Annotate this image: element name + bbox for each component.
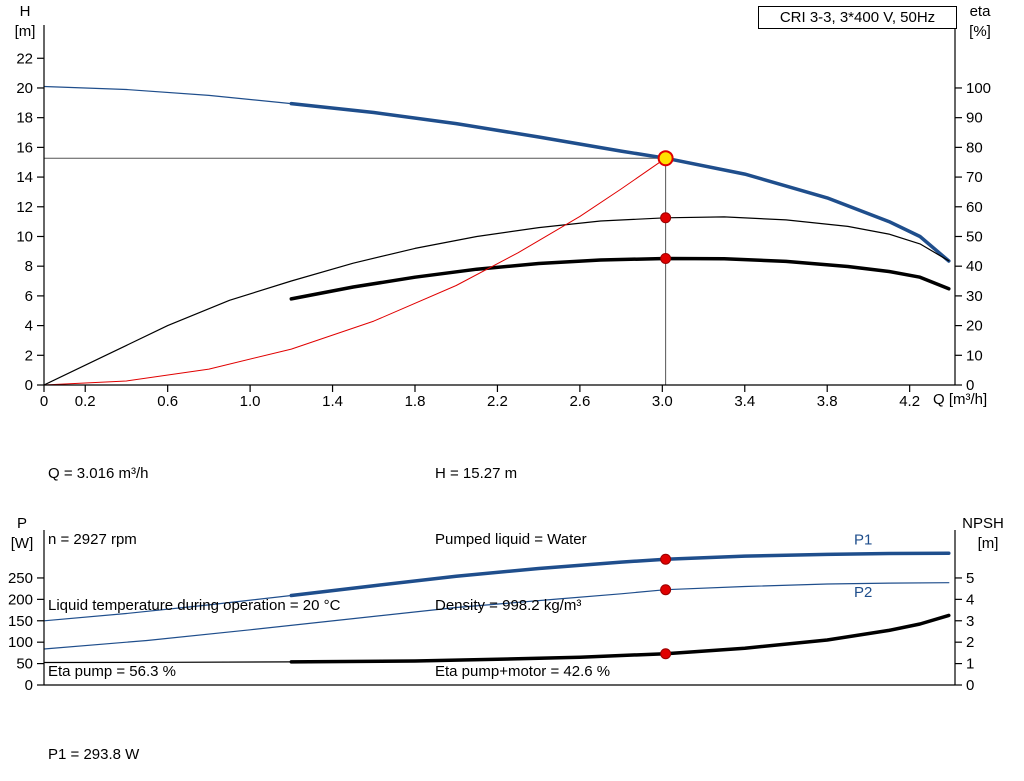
y-left-tick-label: 0 (25, 377, 33, 394)
x-axis-title: Q [m³/h] (933, 391, 987, 408)
y-left-tick-label: 50 (16, 656, 33, 673)
x-tick-label: 3.4 (734, 393, 755, 410)
p1-curve (289, 551, 951, 598)
y-right-tick-label: 0 (966, 377, 974, 394)
y-right-tick-label: 70 (966, 169, 983, 186)
x-tick-label: 0 (40, 393, 48, 410)
eta-pump-point (660, 212, 672, 224)
y-left-tick-label: 18 (16, 110, 33, 127)
npsh-curve-lead (43, 661, 292, 664)
x-tick-label: 4.2 (899, 393, 920, 410)
duty-point[interactable] (657, 150, 674, 167)
y-right-tick-label: 1 (966, 656, 974, 673)
y-right-tick-label: 50 (966, 228, 983, 245)
y-left-tick-label: 6 (25, 288, 33, 305)
y-left-tick-label: 14 (16, 169, 33, 186)
y-right-tick-label: 40 (966, 258, 983, 275)
npsh-curve (289, 613, 951, 664)
p1-curve-lead (43, 594, 292, 622)
info-line-q: Q = 3.016 m³/h (48, 465, 149, 482)
y-left-tick-label: 150 (8, 613, 33, 630)
y-right-tick-label: 80 (966, 139, 983, 156)
pump-title-box: CRI 3-3, 3*400 V, 50Hz (758, 6, 957, 29)
axis-title: [W] (11, 535, 34, 552)
axis-title: eta (970, 3, 992, 20)
info-line-h: H = 15.27 m (435, 465, 518, 482)
x-tick-label: 0.6 (157, 393, 178, 410)
info-line-eta-pump: Eta pump = 56.3 % (48, 663, 176, 680)
power-npsh-chart: 0 50 100 150 200 250 0 1 2 3 4 5 P [W] NPSH [m] P1 P2 (8, 515, 1004, 694)
y-left-tick-label: 8 (25, 258, 33, 275)
head-eta-chart: 0 2 4 6 8 10 12 14 16 18 20 22 0 10 20 30 40 50 60 70 80 90 10… (15, 3, 992, 410)
y-right-tick-label: 20 (966, 318, 983, 335)
eta-pump-curve (43, 216, 950, 386)
eta-pump-motor-point (660, 252, 672, 264)
eta-pump-motor-curve (289, 256, 951, 301)
duty-info-left-column: Q = 3.016 m³/h n = 2927 rpm Liquid tempe… (48, 419, 340, 727)
y-right-tick-label: 60 (966, 199, 983, 216)
y-left-tick-label: 10 (16, 228, 33, 245)
x-tick-label: 2.6 (569, 393, 590, 410)
axis-title: NPSH (962, 515, 1004, 532)
y-right-tick-label: 4 (966, 591, 974, 608)
axis-title: H (20, 3, 31, 20)
y-left-tick-label: 2 (25, 347, 33, 364)
y-right-tick-label: 100 (966, 80, 991, 97)
p1-point (660, 553, 672, 565)
y-left-tick-label: 100 (8, 634, 33, 651)
x-tick-label: 1.4 (322, 393, 343, 410)
x-tick-label: 1.0 (240, 393, 261, 410)
y-left-tick-label: 4 (25, 318, 33, 335)
axis-title: P (17, 515, 27, 532)
y-left-tick-label: 16 (16, 139, 33, 156)
y-right-tick-label: 5 (966, 570, 974, 587)
series-label-p1: P1 (854, 532, 872, 549)
x-tick-label: 2.2 (487, 393, 508, 410)
y-left-tick-label: 20 (16, 80, 33, 97)
info-line-density: Density = 998.2 kg/m³ (435, 597, 582, 614)
info-line-liquid: Pumped liquid = Water (435, 531, 587, 548)
y-right-tick-label: 2 (966, 634, 974, 651)
info-line-temp: Liquid temperature during operation = 20… (48, 597, 341, 614)
info-line-eta-pump-motor: Eta pump+motor = 42.6 % (435, 663, 611, 680)
info-line-p1: P1 = 293.8 W (48, 746, 140, 763)
y-right-tick-label: 90 (966, 110, 983, 127)
p2-curve (43, 582, 950, 650)
y-right-tick-label: 0 (966, 677, 974, 694)
axis-title: [m] (15, 23, 36, 40)
npsh-point (660, 648, 672, 660)
duty-info-right-column: H = 15.27 m Pumped liquid = Water Densit… (435, 419, 610, 727)
axis-title: [m] (978, 535, 999, 552)
y-left-tick-label: 12 (16, 199, 33, 216)
y-right-tick-label: 30 (966, 288, 983, 305)
y-right-tick-label: 3 (966, 613, 974, 630)
x-tick-label: 3.0 (652, 393, 673, 410)
series-label-p2: P2 (854, 584, 872, 601)
head-curve (289, 101, 951, 263)
head-curve-lead (43, 85, 292, 105)
y-left-tick-label: 250 (8, 570, 33, 587)
x-tick-label: 3.8 (817, 393, 838, 410)
y-left-tick-label: 200 (8, 591, 33, 608)
x-tick-label: 0.2 (75, 393, 96, 410)
p2-point (660, 584, 672, 596)
x-tick-label: 1.8 (405, 393, 426, 410)
axis-title: [%] (969, 23, 991, 40)
system-curve (43, 157, 667, 386)
info-line-n: n = 2927 rpm (48, 531, 137, 548)
y-left-tick-label: 0 (25, 677, 33, 694)
power-info-column: P1 = 293.8 W P2 = 222.5 W NPSH = 1.46 m (48, 700, 153, 781)
y-left-tick-label: 22 (16, 50, 33, 67)
y-right-tick-label: 10 (966, 347, 983, 364)
